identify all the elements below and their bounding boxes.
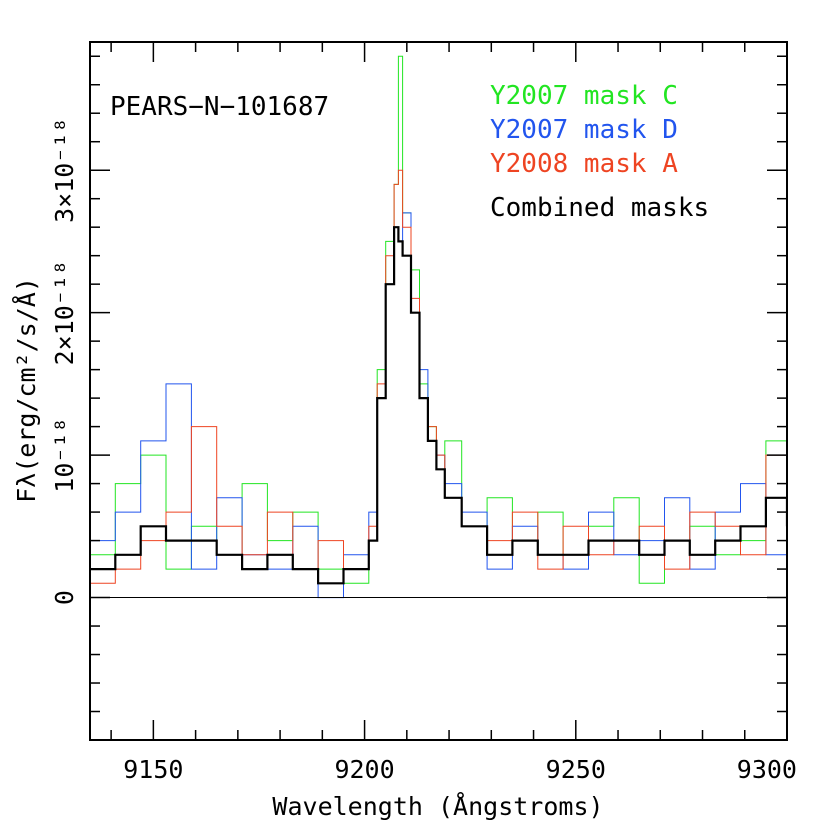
legend-entry: Y2007 mask D	[490, 115, 678, 145]
legend-entry: Y2008 mask A	[490, 149, 678, 179]
series-line-y2008-mask-a	[90, 169, 787, 584]
series-line-combined-masks	[90, 226, 787, 585]
plot-frame	[89, 41, 788, 741]
series-layer	[90, 55, 787, 599]
legend-entry: Y2007 mask C	[490, 81, 678, 111]
x-tick-label: 9150	[123, 755, 183, 784]
x-axis-title: Wavelength (Ångstroms)	[272, 792, 603, 821]
legend: Y2007 mask C Y2007 mask D Y2008 mask A Comb…	[490, 81, 709, 223]
tick-labels-layer: 9150 9200 9250 9300 0 10⁻¹⁸ 2×10⁻¹⁸ 3×10⁻¹⁸	[50, 118, 797, 784]
y-tick-label: 3×10⁻¹⁸	[50, 118, 79, 223]
x-tick-label: 9200	[334, 755, 394, 784]
x-tick-label: 9250	[546, 755, 606, 784]
object-label: PEARS−N−101687	[110, 92, 329, 122]
y-tick-label: 2×10⁻¹⁸	[50, 260, 79, 365]
y-tick-label: 0	[50, 590, 79, 605]
x-tick-label: 9300	[737, 755, 797, 784]
y-axis-title: Fλ(erg/cm²/s/Å)	[12, 277, 41, 503]
y-tick-label: 10⁻¹⁸	[50, 417, 79, 492]
ticks-layer	[90, 42, 788, 741]
legend-entry: Combined masks	[490, 193, 709, 223]
series-line-y2007-mask-c	[90, 55, 787, 584]
